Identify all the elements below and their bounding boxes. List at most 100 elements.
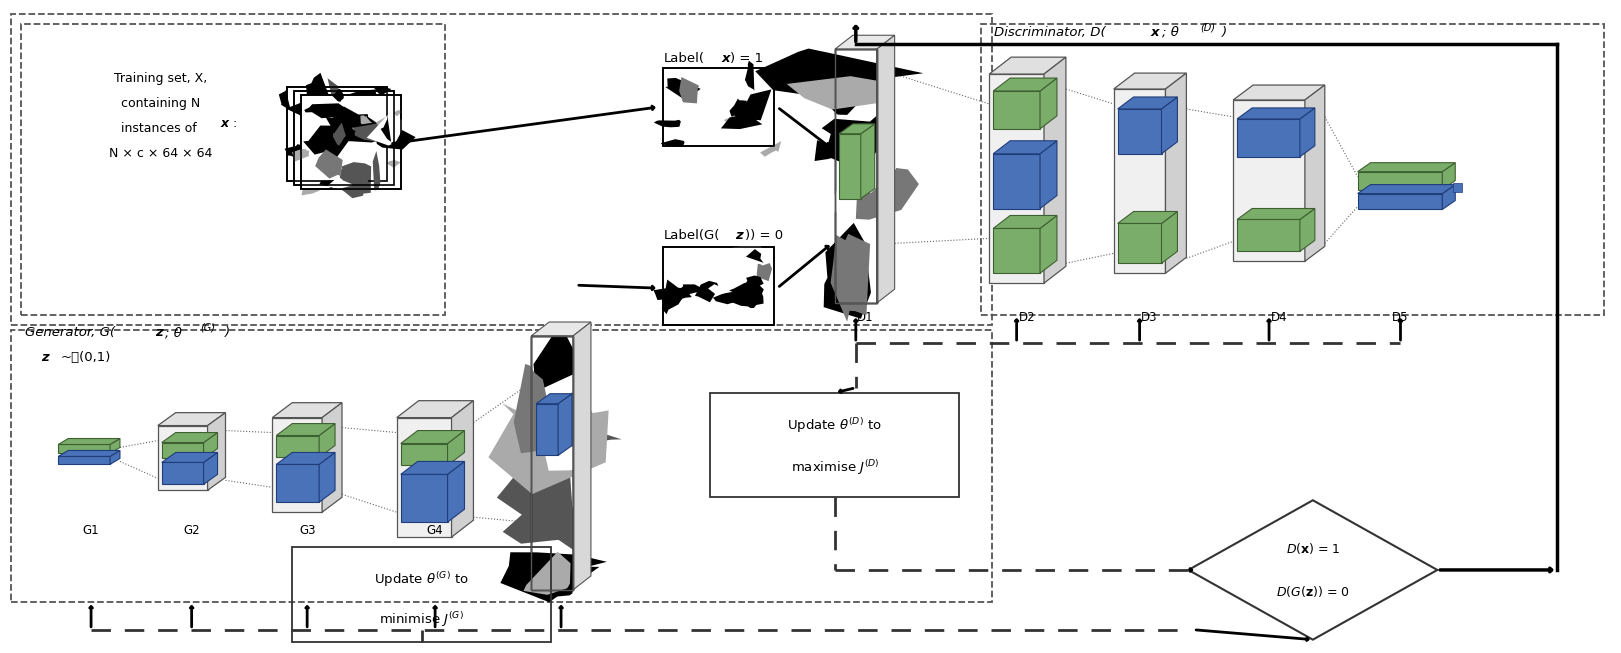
Bar bbox=[1454, 183, 1462, 191]
Text: x: x bbox=[721, 52, 729, 65]
Polygon shape bbox=[989, 74, 1044, 283]
Polygon shape bbox=[162, 432, 217, 443]
Text: z: z bbox=[736, 229, 742, 242]
Bar bbox=[663, 68, 775, 146]
Polygon shape bbox=[360, 116, 373, 125]
Text: D2: D2 bbox=[1020, 311, 1036, 324]
Polygon shape bbox=[373, 86, 391, 95]
Polygon shape bbox=[447, 430, 465, 466]
Polygon shape bbox=[373, 151, 381, 191]
Polygon shape bbox=[653, 120, 681, 127]
Polygon shape bbox=[524, 552, 571, 595]
Polygon shape bbox=[840, 134, 861, 199]
Polygon shape bbox=[397, 401, 473, 418]
Text: Training set, X,: Training set, X, bbox=[113, 72, 207, 85]
Polygon shape bbox=[319, 424, 336, 458]
Polygon shape bbox=[381, 114, 391, 142]
Polygon shape bbox=[376, 110, 402, 132]
Polygon shape bbox=[661, 139, 684, 147]
Polygon shape bbox=[558, 394, 572, 455]
Bar bbox=[532, 336, 572, 590]
Polygon shape bbox=[397, 418, 452, 537]
Polygon shape bbox=[854, 129, 896, 193]
Polygon shape bbox=[517, 358, 609, 413]
Bar bbox=[981, 24, 1603, 315]
Text: minimise $J^{(G)}$: minimise $J^{(G)}$ bbox=[379, 611, 464, 629]
Polygon shape bbox=[713, 291, 741, 304]
Polygon shape bbox=[746, 249, 763, 263]
Text: G2: G2 bbox=[183, 524, 199, 537]
Polygon shape bbox=[366, 112, 405, 146]
Polygon shape bbox=[1237, 119, 1300, 157]
Polygon shape bbox=[760, 141, 781, 157]
Polygon shape bbox=[1237, 219, 1300, 251]
Polygon shape bbox=[1118, 223, 1162, 263]
Polygon shape bbox=[336, 174, 370, 199]
Polygon shape bbox=[498, 451, 575, 552]
Polygon shape bbox=[738, 281, 763, 308]
Polygon shape bbox=[1300, 108, 1315, 157]
Polygon shape bbox=[994, 141, 1057, 153]
Polygon shape bbox=[1443, 163, 1456, 189]
Polygon shape bbox=[545, 445, 587, 471]
Polygon shape bbox=[695, 281, 720, 302]
Text: Update $\theta^{(D)}$ to: Update $\theta^{(D)}$ to bbox=[788, 416, 882, 435]
Polygon shape bbox=[352, 118, 387, 142]
Polygon shape bbox=[537, 404, 558, 455]
Polygon shape bbox=[379, 127, 399, 141]
Text: Label(: Label( bbox=[663, 52, 705, 65]
Polygon shape bbox=[514, 364, 550, 453]
Bar bbox=[293, 91, 394, 185]
Polygon shape bbox=[532, 322, 592, 336]
Text: )) = 0: )) = 0 bbox=[746, 229, 783, 242]
Polygon shape bbox=[400, 430, 465, 443]
Polygon shape bbox=[326, 108, 352, 119]
Polygon shape bbox=[1118, 109, 1162, 153]
Polygon shape bbox=[162, 462, 204, 485]
Polygon shape bbox=[400, 462, 465, 474]
Text: z: z bbox=[41, 351, 49, 364]
Polygon shape bbox=[1044, 57, 1067, 283]
Bar bbox=[11, 14, 992, 325]
Polygon shape bbox=[840, 124, 875, 134]
Text: instances of: instances of bbox=[122, 122, 201, 135]
Polygon shape bbox=[386, 160, 400, 168]
Text: Label(G(: Label(G( bbox=[663, 229, 720, 242]
Bar bbox=[835, 49, 877, 303]
Polygon shape bbox=[835, 35, 895, 49]
Bar bbox=[287, 87, 387, 181]
Polygon shape bbox=[994, 215, 1057, 229]
Polygon shape bbox=[994, 78, 1057, 91]
Polygon shape bbox=[823, 130, 896, 214]
Polygon shape bbox=[1165, 73, 1187, 273]
Polygon shape bbox=[572, 322, 592, 590]
Polygon shape bbox=[721, 114, 762, 129]
Polygon shape bbox=[272, 418, 323, 512]
Polygon shape bbox=[524, 414, 622, 446]
Polygon shape bbox=[1234, 100, 1305, 261]
Polygon shape bbox=[327, 179, 353, 189]
Polygon shape bbox=[1234, 85, 1324, 100]
Polygon shape bbox=[332, 89, 344, 103]
Polygon shape bbox=[1443, 185, 1456, 210]
Polygon shape bbox=[1300, 208, 1315, 251]
Polygon shape bbox=[746, 276, 763, 287]
Text: D3: D3 bbox=[1141, 311, 1157, 324]
Polygon shape bbox=[1188, 500, 1438, 640]
Polygon shape bbox=[373, 125, 415, 150]
Text: G4: G4 bbox=[426, 524, 444, 537]
Text: Generator, G(: Generator, G( bbox=[26, 326, 115, 340]
Bar bbox=[532, 336, 572, 590]
Polygon shape bbox=[1162, 212, 1177, 263]
Polygon shape bbox=[1358, 172, 1443, 189]
Polygon shape bbox=[550, 566, 575, 596]
Polygon shape bbox=[503, 502, 584, 544]
Polygon shape bbox=[276, 436, 319, 458]
Polygon shape bbox=[400, 474, 447, 522]
Text: ~𝒩(0,1): ~𝒩(0,1) bbox=[60, 351, 110, 364]
Text: (D): (D) bbox=[1200, 22, 1216, 32]
Polygon shape bbox=[1358, 185, 1456, 193]
Polygon shape bbox=[110, 451, 120, 464]
Polygon shape bbox=[58, 456, 110, 464]
Polygon shape bbox=[327, 78, 340, 108]
